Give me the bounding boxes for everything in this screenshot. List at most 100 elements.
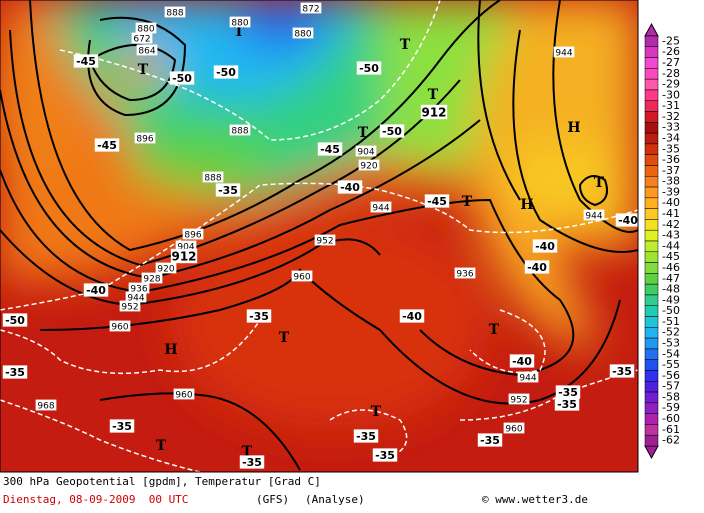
height-label-group: 880 <box>292 27 314 40</box>
legend-label: -48 <box>662 283 680 296</box>
height-label-group: 864 <box>136 44 158 57</box>
temperature-label: -40 <box>402 310 422 323</box>
temperature-label-box <box>239 455 265 469</box>
pressure-center: T <box>428 87 439 103</box>
height-label: 888 <box>166 9 183 19</box>
legend-arrow-top <box>644 22 659 37</box>
legend-label: -42 <box>662 218 680 231</box>
temperature-label-group: -50 <box>356 61 382 75</box>
temperature-label: -40 <box>512 355 532 368</box>
legend-label: -30 <box>662 88 680 101</box>
temperature-label: -35 <box>249 310 269 323</box>
height-label: 936 <box>456 270 473 280</box>
legend-label: -34 <box>662 132 680 145</box>
legend-label: -33 <box>662 121 680 134</box>
height-label-box <box>358 159 380 171</box>
temperature-label-group: -50 <box>213 65 239 79</box>
caption-model: (GFS) <box>256 493 290 506</box>
temperature-label-group: -40 <box>615 213 638 227</box>
temperature-label-box <box>109 419 135 433</box>
legend-swatch <box>644 89 659 101</box>
temperature-label: -45 <box>320 143 340 156</box>
height-label-group: 888 <box>229 124 251 137</box>
legend-label: -52 <box>662 326 680 339</box>
height-label-box <box>454 267 476 279</box>
temperature-label-group: -35 <box>609 364 635 378</box>
height-label-box <box>291 270 313 282</box>
height-label: 968 <box>37 402 54 412</box>
legend-label: -61 <box>662 423 680 436</box>
temperature-label-group: -35 <box>215 183 241 197</box>
height-label-box <box>128 282 150 294</box>
height-label: 944 <box>127 294 144 304</box>
temperature-label-group: -35 <box>109 419 135 433</box>
temperature-label: -35 <box>612 365 632 378</box>
caption-credit: © www.wetter3.de <box>482 493 588 506</box>
pressure-center: T <box>462 194 473 210</box>
legend-swatch <box>644 316 659 328</box>
height-label-box <box>175 240 197 252</box>
height-label-box <box>155 262 177 274</box>
legend-label: -40 <box>662 196 680 209</box>
temperature-label-group: -35 <box>239 455 265 469</box>
legend-label: -55 <box>662 358 680 371</box>
temperature-label-group: -40 <box>524 260 550 274</box>
legend-swatch <box>644 219 659 231</box>
caption-date: Dienstag, 08-09-2009 00 UTC <box>3 493 189 506</box>
legend-swatch <box>644 327 659 339</box>
height-label-group: 960 <box>291 270 313 283</box>
legend-label: -57 <box>662 380 680 393</box>
height-label: 920 <box>360 162 377 172</box>
temperature-label: -45 <box>76 55 96 68</box>
height-label-box <box>583 209 605 221</box>
legend-label: -53 <box>662 337 680 350</box>
legend-swatch <box>644 100 659 112</box>
legend-swatch <box>644 111 659 123</box>
temperature-label-box <box>424 194 450 208</box>
pressure-center: H <box>164 342 177 358</box>
pressure-center: T <box>400 37 411 53</box>
height-label-box <box>503 422 525 434</box>
legend-swatch <box>644 402 659 414</box>
legend-label: -35 <box>662 142 680 155</box>
temperature-label-box <box>356 61 382 75</box>
height-label-group: 880 <box>229 16 251 29</box>
temperature-label: -40 <box>618 214 638 227</box>
temperature-label-group: -35 <box>555 385 581 399</box>
temperature-label: -35 <box>112 420 132 433</box>
temperature-label: -35 <box>5 366 25 379</box>
temperature-label-box <box>317 142 343 156</box>
temperature-label-group: -50 <box>2 313 28 327</box>
legend-swatch <box>644 57 659 69</box>
height-label-group: 960 <box>109 320 131 333</box>
legend-label: -51 <box>662 315 680 328</box>
height-label: 952 <box>316 237 333 247</box>
color-legend: -25-26-27-28-29-30-31-32-33-34-35-36-37-… <box>644 22 680 460</box>
height-label-box <box>170 248 198 264</box>
height-label: 912 <box>421 106 446 120</box>
legend-swatch <box>644 240 659 253</box>
height-label-group: 672 <box>131 32 153 45</box>
legend-label: -25 <box>662 34 680 47</box>
height-label-box <box>134 132 156 144</box>
legend-swatch <box>644 294 659 306</box>
legend-label: -47 <box>662 272 680 285</box>
pressure-center: H <box>567 120 580 136</box>
legend-swatch <box>644 208 659 220</box>
legend-label: -37 <box>662 164 680 177</box>
legend-swatch <box>644 197 659 209</box>
temperature-label-box <box>337 180 363 194</box>
temperature-label-group: -40 <box>399 309 425 323</box>
height-label-box <box>314 234 336 246</box>
temperature-label-box <box>379 124 405 138</box>
legend-swatch <box>644 154 659 166</box>
legend-swatch <box>644 35 659 48</box>
legend-swatch <box>644 283 659 296</box>
legend-label: -45 <box>662 250 680 263</box>
height-label-group: 912 <box>170 248 198 264</box>
height-label-box <box>136 44 158 56</box>
legend-swatch <box>644 68 659 80</box>
temperature-label-box <box>73 54 99 68</box>
